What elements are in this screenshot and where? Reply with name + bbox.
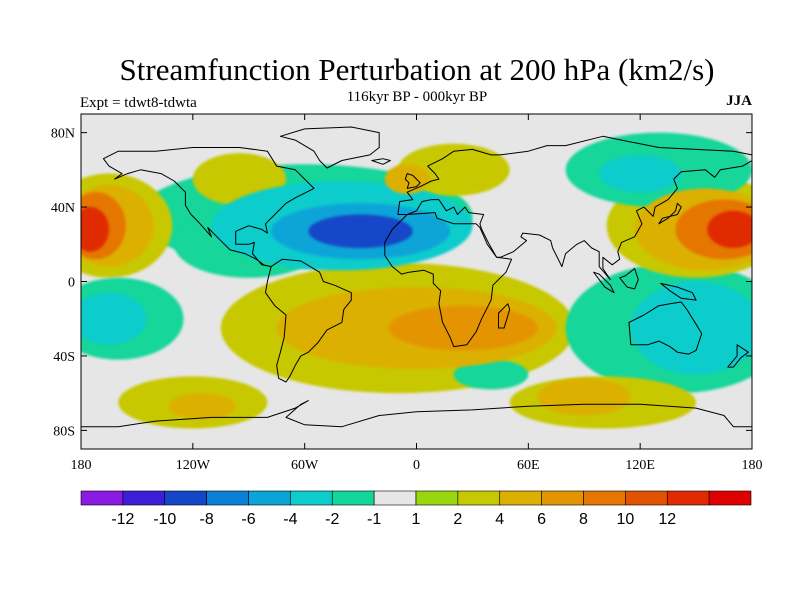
colorbar-swatch [666, 490, 710, 506]
colorbar-swatch [80, 490, 124, 506]
colorbar-swatch [290, 490, 333, 506]
plot-subtitle: 116kyr BP - 000kyr BP [346, 89, 488, 105]
lon-tick-label: 180 [71, 458, 92, 473]
lon-tick-label: 180 [742, 458, 763, 473]
colorbar: -12 -10 -8 -6 -4 -2 -1 1 2 4 6 8 10 12 [80, 490, 752, 528]
coastline-north-america [102, 147, 315, 268]
colorbar-label: 6 [537, 511, 546, 528]
lat-tick-label: 80N [51, 127, 75, 142]
colorbar-swatch [415, 490, 459, 506]
coastline-british-isles [404, 173, 421, 189]
colorbar-swatch [499, 490, 542, 506]
coastline-new-guinea [660, 282, 697, 301]
lon-tick-label: 120E [625, 458, 655, 473]
lat-tick-label: 80S [53, 424, 75, 439]
coastline-eurasia [397, 135, 752, 281]
field-region-21 [168, 393, 236, 420]
colorbar-label: 2 [453, 511, 462, 528]
colorbar-swatch [206, 490, 249, 506]
field-region-27 [308, 214, 413, 248]
field-region-20 [599, 154, 682, 193]
coastline-south-america [265, 258, 352, 383]
colorbar-swatch [164, 490, 207, 506]
coastline-australia [628, 301, 703, 355]
map-axes: 80N 40N 0 40S 80S 180 120W 60W 0 60E 120E 180 [51, 114, 763, 473]
colorbar-label: 4 [495, 511, 504, 528]
lat-tick-label: 0 [68, 276, 75, 291]
field-region-28 [707, 210, 752, 248]
colorbar-label: -1 [367, 511, 381, 528]
coastline-madagascar [498, 303, 511, 329]
field-region-19 [537, 378, 631, 416]
colorbar-label: 10 [616, 511, 634, 528]
colorbar-label: 12 [658, 511, 676, 528]
lon-tick-label: 60W [291, 458, 319, 473]
map-plot-area [80, 113, 753, 450]
coastline-borneo [619, 268, 639, 290]
coastline-sumatra [593, 271, 615, 294]
coastline-new-zealand [727, 344, 749, 368]
colorbar-swatch [583, 490, 626, 506]
field-region-18 [81, 292, 147, 345]
colorbar-swatch [625, 490, 668, 506]
colorbar-swatch [248, 490, 291, 506]
colorbar-label: -6 [241, 511, 255, 528]
field-region-12 [453, 359, 529, 390]
colorbar-label: -2 [325, 511, 339, 528]
lat-tick-label: 40N [51, 201, 75, 216]
colorbar-label: -8 [200, 511, 214, 528]
colorbar-swatch [373, 490, 417, 506]
coastlines [81, 126, 752, 428]
colorbar-swatch [457, 490, 501, 506]
coastline-africa [384, 212, 513, 348]
colorbar-swatch [331, 490, 375, 506]
coastline-antarctica [81, 400, 752, 428]
experiment-label: Expt = tdwt8-tdwta [80, 95, 197, 111]
colorbar-label: -12 [111, 511, 134, 528]
lon-tick-label: 60E [517, 458, 540, 473]
lat-tick-label: 40S [53, 350, 75, 365]
colorbar-swatch [541, 490, 584, 506]
coastline-greenland [279, 126, 380, 169]
coastline-japan [658, 202, 682, 225]
season-label: JJA [726, 93, 752, 109]
plot-title: Streamfunction Perturbation at 200 hPa (… [119, 52, 715, 87]
colorbar-swatch [708, 490, 752, 506]
coastline-iceland [371, 158, 391, 165]
field-region-24 [388, 305, 538, 351]
colorbar-label: 1 [412, 511, 421, 528]
lon-tick-label: 0 [413, 458, 420, 473]
lon-tick-label: 120W [176, 458, 211, 473]
field-region-29 [81, 207, 109, 252]
colorbar-label: -10 [153, 511, 176, 528]
colorbar-swatch [122, 490, 166, 506]
field-region-15 [630, 281, 752, 375]
colorbar-label: -4 [283, 511, 297, 528]
field-region-22 [384, 164, 430, 195]
colorbar-label: 8 [579, 511, 588, 528]
